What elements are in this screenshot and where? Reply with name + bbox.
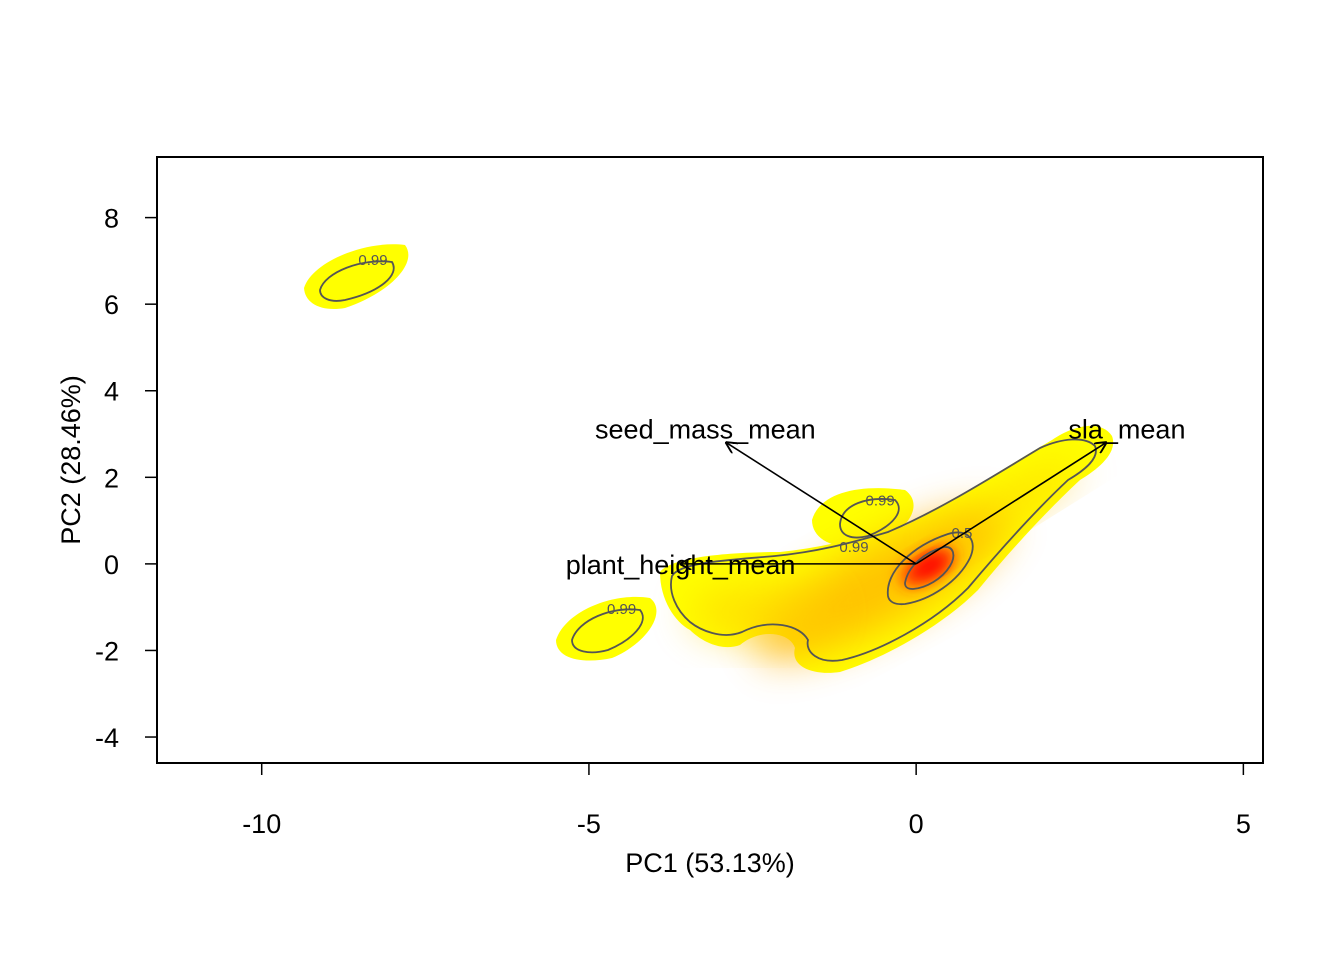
contour-label: 0.99 <box>866 492 895 509</box>
loading-label: seed_mass_mean <box>595 415 816 445</box>
y-tick-label: 8 <box>104 204 119 234</box>
y-tick-label: 4 <box>104 377 119 407</box>
contour-line <box>839 498 900 539</box>
contour-label: 0.99 <box>358 252 387 269</box>
x-tick-label: 5 <box>1236 809 1251 839</box>
y-axis-title: PC2 (28.46%) <box>56 375 86 545</box>
contour-line <box>571 608 644 654</box>
x-tick-label: 0 <box>909 809 924 839</box>
y-tick-label: -4 <box>95 723 119 753</box>
density-layer <box>304 244 1114 673</box>
loading-arrow <box>726 443 917 565</box>
contour-line <box>887 531 974 606</box>
y-tick-label: 2 <box>104 463 119 493</box>
density-orange-region <box>690 584 830 640</box>
x-axis: -10 -5 0 5 <box>242 762 1251 839</box>
contour-line <box>319 260 395 302</box>
contour-label: 0.99 <box>839 539 868 556</box>
loading-label: plant_height_mean <box>566 550 796 580</box>
contour-line <box>670 438 1097 662</box>
x-axis-title: PC1 (53.13%) <box>625 848 795 878</box>
density-red-core <box>915 555 945 577</box>
y-tick-label: 6 <box>104 290 119 320</box>
density-yellow-region <box>304 244 409 310</box>
loadings-layer: seed_mass_mean sla_mean plant_height_mean <box>566 415 1186 580</box>
y-tick-label: -2 <box>95 636 119 666</box>
x-tick-label: -10 <box>242 809 281 839</box>
x-tick-label: -5 <box>577 809 601 839</box>
y-tick-label: 0 <box>104 550 119 580</box>
contour-labels: 0.990.990.990.990.5 <box>358 252 972 618</box>
contour-layer <box>319 260 1097 662</box>
y-axis: -4 -2 0 2 4 6 8 <box>95 204 158 753</box>
loading-arrow <box>915 443 1106 565</box>
loading-label: sla_mean <box>1068 415 1185 445</box>
contour-line <box>904 546 955 590</box>
density-yellow-region <box>556 596 657 661</box>
contour-label: 0.99 <box>607 601 636 618</box>
